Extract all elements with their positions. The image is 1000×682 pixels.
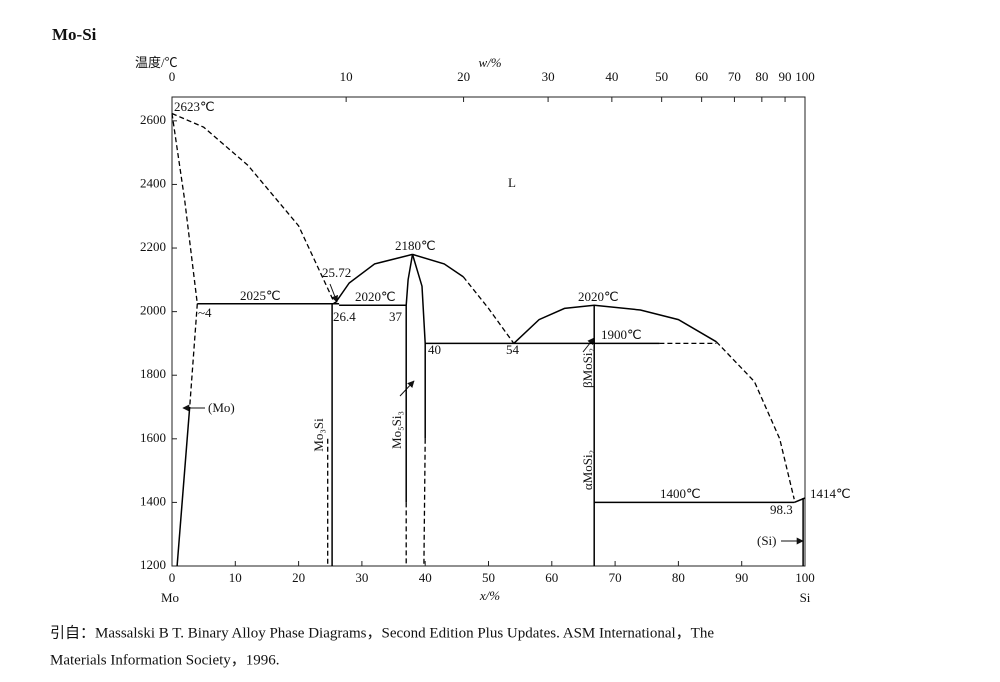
x2-tick-label: 70 — [728, 69, 741, 84]
annotation: L — [508, 175, 516, 190]
y-tick-label: 1800 — [140, 366, 166, 381]
y-tick-label: 2400 — [140, 175, 166, 190]
annotation: 2020℃ — [355, 289, 396, 304]
annotation: ~4 — [198, 305, 212, 320]
phase-boundary — [423, 438, 426, 567]
x2-tick-label: 0 — [169, 69, 176, 84]
y-tick-label: 1400 — [140, 493, 166, 508]
x2-tick-label: 40 — [605, 69, 618, 84]
phase-boundary — [171, 112, 336, 304]
annotation: 54 — [506, 342, 520, 357]
x2-tick-label: 20 — [457, 69, 470, 84]
x2-tick-label: 50 — [655, 69, 668, 84]
x-tick-label: 100 — [795, 570, 815, 585]
phase-boundary — [405, 254, 414, 503]
chart-title: Mo-Si — [52, 25, 97, 44]
phase-boundary — [715, 341, 795, 500]
x2-tick-label: 30 — [542, 69, 555, 84]
phase-boundary — [189, 303, 198, 408]
phase-boundary — [171, 113, 198, 304]
arrow — [329, 283, 338, 303]
x-tick-label: 10 — [229, 570, 242, 585]
annotation: (Mo) — [208, 400, 235, 415]
annotation: 40 — [428, 342, 441, 357]
arrow — [582, 337, 595, 353]
phase-boundary — [412, 253, 464, 278]
annotation: 26.4 — [333, 309, 356, 324]
phase-boundary — [462, 276, 515, 344]
x-tick-label: 0 — [169, 570, 176, 585]
x-tick-label: 90 — [735, 570, 748, 585]
y-tick-label: 2000 — [140, 303, 166, 318]
annotation: 2020℃ — [578, 289, 619, 304]
x-tick-label: 70 — [609, 570, 622, 585]
annotation: 37 — [389, 309, 403, 324]
phase-boundary — [176, 406, 191, 567]
x-tick-label: 60 — [545, 570, 558, 585]
x2-tick-label: 100 — [795, 69, 815, 84]
annotation: 1400℃ — [660, 486, 701, 501]
annotation: 1414℃ — [810, 486, 851, 501]
y-tick-label: 1600 — [140, 430, 166, 445]
annotation: Mo₃Si — [311, 418, 326, 452]
annotation: βMoSi₂ — [580, 348, 595, 388]
x-tick-label: 50 — [482, 570, 495, 585]
x2-axis-label: w/% — [478, 55, 501, 70]
annotation: 2180℃ — [395, 238, 436, 253]
x-axis-label: x/% — [479, 588, 500, 603]
phase-boundary — [411, 254, 426, 439]
arrow — [399, 380, 415, 397]
x2-tick-label: 10 — [340, 69, 353, 84]
x2-tick-label: 80 — [755, 69, 768, 84]
y-axis-label: 温度/℃ — [135, 55, 178, 70]
x2-tick-label: 60 — [695, 69, 708, 84]
component-label: Mo — [161, 590, 179, 605]
y-tick-label: 2600 — [140, 112, 166, 127]
y-tick-label: 1200 — [140, 557, 166, 572]
x-tick-label: 30 — [355, 570, 368, 585]
phase-boundary — [334, 253, 413, 305]
source-text: Materials Information Society，1996. — [50, 652, 280, 668]
annotation: (Si) — [757, 533, 777, 548]
annotation: 25.72 — [322, 265, 351, 280]
annotation: 2623℃ — [174, 99, 215, 114]
annotation: 1900℃ — [601, 327, 642, 342]
component-label: Si — [800, 590, 811, 605]
x-tick-label: 20 — [292, 570, 305, 585]
plot-frame — [171, 96, 806, 567]
annotation: αMoSi₂ — [580, 450, 595, 490]
annotation: Mo₅Si₃ — [389, 411, 404, 449]
annotation: 98.3 — [770, 502, 793, 517]
x2-tick-label: 90 — [779, 69, 792, 84]
source-text: 引自：Massalski B T. Binary Alloy Phase Dia… — [50, 624, 714, 641]
y-tick-label: 2200 — [140, 239, 166, 254]
x-tick-label: 40 — [419, 570, 432, 585]
annotation: 2025℃ — [240, 288, 281, 303]
x-tick-label: 80 — [672, 570, 685, 585]
